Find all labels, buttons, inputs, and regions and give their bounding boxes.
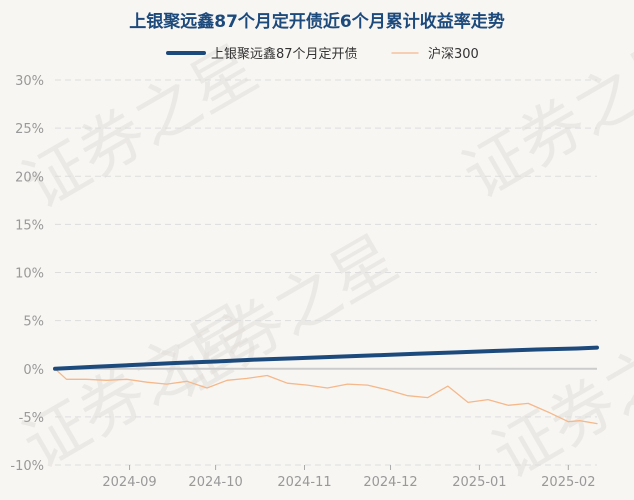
x-tick-label: 2025-02 [541, 475, 595, 490]
grid-lines [55, 79, 597, 466]
y-tick-label: 0% [23, 363, 44, 378]
y-tick-label: -10% [10, 459, 44, 474]
legend: 上银聚远鑫87个月定开债 沪深300 [166, 46, 479, 62]
x-tick-label: 2024-09 [102, 475, 156, 490]
y-tick-label: 25% [15, 122, 44, 137]
legend-label-hs300: 沪深300 [428, 46, 479, 62]
x-tick-label: 2025-01 [452, 475, 506, 490]
y-tick-label: -5% [19, 411, 44, 426]
series-line-hs300 [54, 368, 598, 425]
x-axis-ticks: 2024-09 2024-10 2024-11 2024-12 2025-01 2025-… [102, 465, 595, 490]
y-tick-label: 20% [15, 170, 44, 185]
legend-label-fund: 上银聚远鑫87个月定开债 [211, 46, 358, 62]
y-tick-label: 5% [23, 315, 44, 330]
y-tick-label: 10% [15, 267, 44, 282]
chart-title: 上银聚远鑫87个月定开债近6个月累计收益率走势 [129, 11, 505, 32]
x-tick-label: 2024-12 [363, 475, 417, 490]
y-tick-label: 15% [15, 218, 44, 233]
series-line-fund [53, 345, 599, 371]
x-tick-label: 2024-11 [277, 475, 331, 490]
y-axis-ticks: 30% 25% 20% 15% 10% 5% 0% -5% -10% [10, 74, 44, 474]
y-tick-label: 30% [15, 74, 44, 89]
series-layer [53, 345, 599, 425]
x-tick-label: 2024-10 [188, 475, 242, 490]
